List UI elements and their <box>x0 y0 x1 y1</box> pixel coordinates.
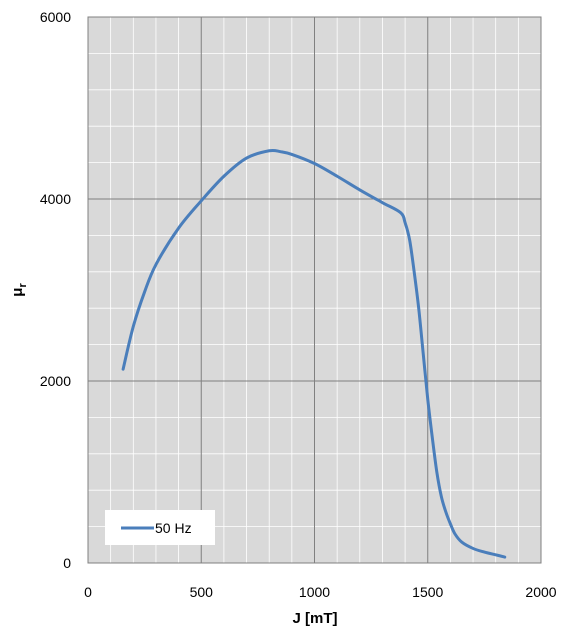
x-axis-title: J [mT] <box>293 610 338 627</box>
legend-label-50hz: 50 Hz <box>155 520 192 536</box>
x-tick-label: 1000 <box>299 584 330 600</box>
x-tick-label: 500 <box>190 584 214 600</box>
y-axis-title-main: μ <box>9 288 26 297</box>
y-tick-label: 6000 <box>40 9 71 25</box>
y-axis-title-subscript: r <box>17 283 29 288</box>
legend: 50 Hz <box>105 510 215 545</box>
x-tick-label: 0 <box>84 584 92 600</box>
y-axis-title: μr <box>9 283 29 297</box>
y-tick-label: 0 <box>63 555 71 571</box>
plot-border <box>87 16 542 564</box>
x-tick-label: 2000 <box>525 584 556 600</box>
y-tick-label: 4000 <box>40 191 71 207</box>
x-tick-label: 1500 <box>412 584 443 600</box>
y-tick-label: 2000 <box>40 373 71 389</box>
series-line-50hz <box>121 148 507 559</box>
